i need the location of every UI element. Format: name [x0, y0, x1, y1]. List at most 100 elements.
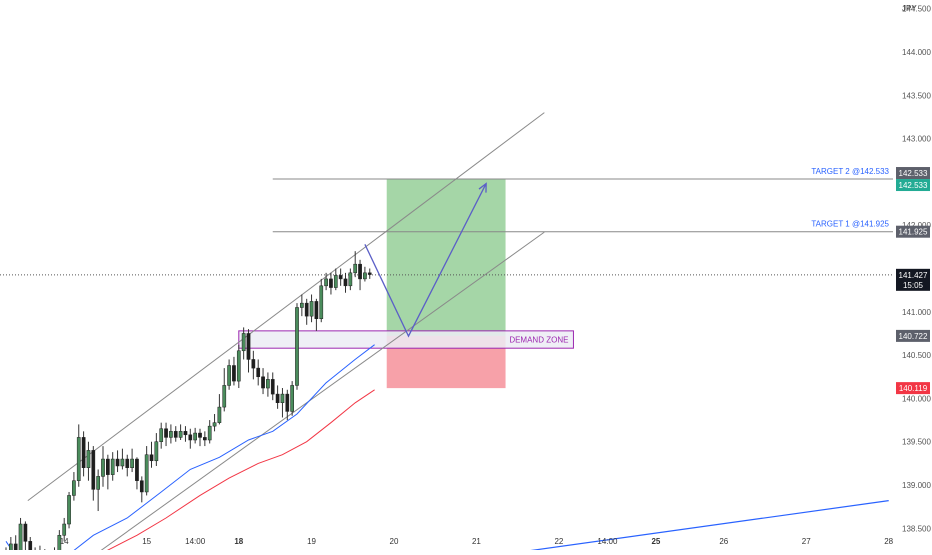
- candle-up: [212, 422, 217, 427]
- countdown-label: 15:05: [903, 281, 924, 290]
- candle-down: [367, 272, 372, 275]
- candle-up: [300, 302, 304, 308]
- candle-up: [236, 350, 241, 382]
- candle-up: [266, 379, 270, 389]
- time-tick-label: 14: [60, 537, 69, 546]
- candle-down: [314, 301, 319, 319]
- candle-down: [149, 454, 154, 462]
- candle-up: [333, 275, 338, 288]
- price-badge: [896, 167, 930, 180]
- moving-average-red: [93, 389, 375, 555]
- price-tick-label: 143.000: [902, 135, 931, 144]
- target-level-label: TARGET 1 @141.925: [811, 220, 889, 229]
- currency-label: JPY: [902, 4, 917, 13]
- time-tick-label: 28: [884, 537, 893, 546]
- price-tick-label: 140.500: [902, 351, 931, 360]
- candle-up: [86, 450, 91, 468]
- candle-down: [232, 365, 236, 382]
- current-price-label: 141.427: [899, 271, 928, 280]
- candle-up: [159, 428, 164, 442]
- time-tick-label: 27: [802, 537, 811, 546]
- price-axis[interactable]: JPY 144.500144.000143.500143.000142.0001…: [896, 4, 931, 533]
- candle-down: [135, 458, 139, 481]
- projection-path: [364, 183, 487, 338]
- price-badge: [896, 179, 930, 192]
- moving-averages: [5, 344, 375, 555]
- candle-up: [9, 543, 13, 555]
- time-tick-label: 22: [554, 537, 563, 546]
- target-level-label: TARGET 2 @142.533: [811, 167, 889, 176]
- time-tick-label: 14:00: [185, 537, 206, 546]
- candle-up: [363, 272, 367, 280]
- price-tick-label: 140.000: [902, 394, 931, 403]
- candle-up: [62, 523, 67, 536]
- candle-down: [23, 523, 28, 542]
- candle-up: [222, 385, 227, 408]
- price-tick-label: 144.000: [902, 48, 931, 57]
- candle-up: [18, 523, 23, 553]
- candle-up: [207, 425, 212, 441]
- profit-zone: [386, 179, 506, 336]
- price-badge-label: 142.533: [899, 181, 928, 190]
- time-tick-label: 18: [234, 537, 243, 546]
- candle-down: [188, 434, 193, 441]
- projection-arrow-head: [478, 182, 487, 193]
- candle-down: [285, 393, 290, 412]
- candle-up: [110, 458, 115, 475]
- candle-down: [106, 458, 110, 475]
- price-badge-label: 142.533: [899, 169, 928, 178]
- candle-up: [348, 272, 353, 287]
- position-zones: [238, 179, 574, 389]
- candle-down: [270, 379, 275, 395]
- candle-down: [13, 543, 18, 553]
- time-tick-label: 14:00: [597, 537, 618, 546]
- time-axis[interactable]: 14 15 14:00 18 19 20 21 22 14:00 25 26 27 28: [60, 537, 894, 546]
- moving-average-blue: [5, 344, 375, 555]
- candle-down: [164, 428, 168, 438]
- price-tick-label: 144.500: [902, 5, 931, 14]
- candle-up: [309, 301, 314, 317]
- candle-down: [338, 275, 343, 280]
- candle-down: [28, 541, 33, 555]
- candle-down: [115, 458, 120, 467]
- candle-down: [256, 367, 261, 378]
- candle-up: [280, 393, 285, 404]
- time-tick-label: 19: [307, 537, 316, 546]
- candle-up: [217, 406, 222, 423]
- candle-down: [343, 278, 348, 287]
- price-tick-label: 141.000: [902, 308, 931, 317]
- candle-down: [125, 458, 130, 468]
- candle-up: [76, 437, 81, 481]
- candle-down: [261, 376, 265, 389]
- candle-down: [358, 263, 362, 280]
- time-tick-label: 21: [472, 537, 481, 546]
- candle-up: [290, 385, 294, 412]
- annotations: TARGET 2 @142.533 TARGET 1 @141.925 DEMAND…: [364, 167, 890, 345]
- candle-down: [304, 302, 309, 317]
- channel-upper-line: [27, 112, 545, 502]
- candle-up: [227, 365, 231, 386]
- candle-down: [173, 431, 178, 438]
- price-badge: [896, 225, 930, 238]
- price-tick-label: 138.500: [902, 524, 931, 533]
- current-price-badge: [896, 268, 930, 291]
- time-tick-label: 20: [390, 537, 399, 546]
- candle-up: [96, 476, 101, 490]
- price-badge-label: 140.119: [899, 384, 928, 393]
- candle-up: [154, 441, 159, 462]
- candle-up: [241, 333, 246, 352]
- candle-up: [120, 458, 125, 467]
- long-trendline: [494, 500, 889, 555]
- candle-down: [251, 359, 256, 369]
- candle-down: [246, 333, 251, 360]
- candle-up: [319, 285, 324, 319]
- price-badge-label: 141.925: [899, 228, 928, 237]
- candle-up: [130, 458, 134, 468]
- price-tick-label: 143.500: [902, 91, 931, 100]
- candle-down: [91, 450, 96, 490]
- demand-zone-label: DEMAND ZONE: [509, 336, 568, 345]
- candle-up: [101, 458, 105, 477]
- candle-up: [57, 535, 62, 555]
